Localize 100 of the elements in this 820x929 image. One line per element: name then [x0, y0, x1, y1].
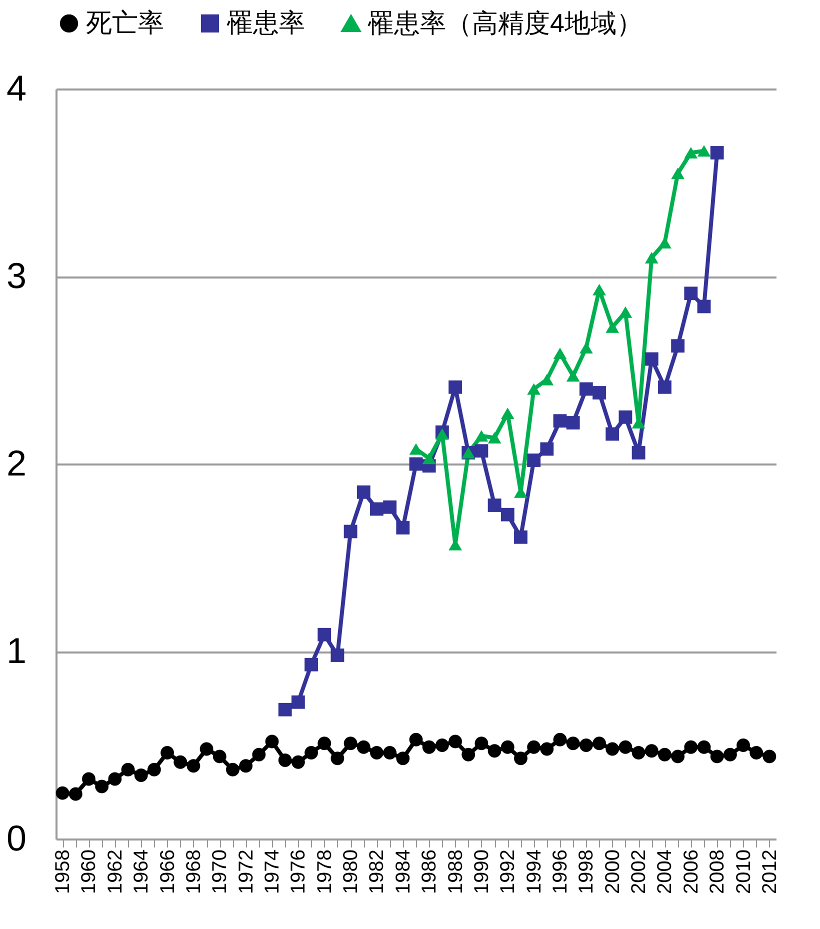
point — [239, 759, 253, 773]
point — [527, 383, 541, 395]
point — [330, 752, 344, 766]
point — [540, 374, 554, 386]
x-tick-label: 1962 — [104, 850, 126, 894]
point — [671, 750, 685, 764]
point — [278, 754, 292, 767]
point — [762, 750, 776, 764]
point — [174, 755, 188, 769]
point — [684, 740, 698, 754]
x-tick-label: 1980 — [340, 850, 362, 894]
legend-label: 罹患率 — [226, 7, 305, 38]
point — [160, 746, 174, 760]
point — [147, 762, 161, 776]
x-tick-label: 1970 — [209, 850, 232, 894]
point — [252, 748, 266, 762]
point — [684, 286, 698, 300]
point — [212, 750, 226, 764]
x-tick-label: 2004 — [654, 850, 676, 894]
point — [592, 736, 606, 750]
point — [435, 738, 449, 752]
point — [606, 321, 620, 333]
point — [370, 746, 384, 760]
point — [540, 742, 554, 756]
point — [750, 746, 764, 760]
point — [396, 521, 410, 534]
point — [265, 734, 279, 748]
point — [422, 740, 436, 754]
point — [632, 446, 646, 460]
x-tick-label: 1990 — [470, 850, 493, 894]
x-tick-label: 1960 — [78, 850, 100, 894]
point — [710, 146, 724, 160]
point — [606, 742, 620, 756]
x-tick-label: 1988 — [444, 850, 467, 894]
y-tick-label: 0 — [6, 818, 26, 858]
point — [644, 252, 658, 264]
x-tick-label: 1958 — [52, 850, 74, 894]
point — [474, 736, 488, 750]
y-tick-label: 2 — [6, 442, 26, 484]
point — [658, 380, 672, 394]
x-tick-label: 1966 — [156, 850, 179, 894]
point — [409, 732, 423, 746]
y-tick-label: 1 — [6, 630, 26, 671]
point — [553, 414, 567, 428]
point — [527, 740, 541, 754]
point — [226, 762, 240, 776]
point — [409, 457, 423, 471]
point — [370, 502, 384, 516]
x-tick-label: 1978 — [314, 850, 336, 894]
x-tick-label: 1986 — [418, 850, 441, 894]
point — [658, 748, 672, 762]
point — [500, 508, 514, 522]
point — [488, 744, 502, 758]
point — [579, 738, 593, 752]
point — [68, 787, 82, 801]
point — [474, 444, 488, 458]
point — [579, 342, 593, 354]
point — [356, 485, 370, 499]
point — [697, 300, 711, 314]
point — [553, 348, 567, 360]
point — [396, 752, 410, 766]
point — [566, 736, 580, 750]
x-tick-label: 1976 — [288, 850, 310, 894]
point — [592, 386, 606, 400]
point — [448, 380, 462, 394]
point — [474, 430, 488, 442]
point — [291, 695, 305, 709]
x-tick-label: 1982 — [366, 850, 388, 894]
point — [200, 742, 214, 756]
point — [356, 740, 370, 754]
x-tick-label: 1998 — [576, 850, 598, 894]
point — [606, 427, 620, 441]
x-tick-label: 1996 — [550, 850, 572, 894]
point — [671, 339, 685, 353]
point — [540, 442, 554, 456]
point — [527, 454, 541, 467]
y-tick-label: 4 — [6, 68, 26, 108]
x-tick-label: 1972 — [235, 850, 258, 894]
x-tick-label: 1994 — [523, 850, 546, 894]
point — [121, 762, 135, 776]
point — [344, 736, 358, 750]
x-tick-label: 1968 — [182, 850, 205, 894]
x-tick-label: 2002 — [628, 850, 650, 894]
point — [409, 443, 423, 455]
point — [488, 432, 502, 444]
legend-label: 死亡率 — [86, 7, 164, 38]
point — [723, 748, 737, 762]
point — [514, 530, 528, 544]
point — [618, 740, 632, 754]
point — [330, 648, 344, 662]
x-tick-label: 2012 — [758, 850, 781, 894]
point — [710, 750, 724, 764]
point — [553, 732, 567, 746]
point — [566, 416, 580, 430]
point — [383, 746, 397, 760]
point — [422, 452, 436, 464]
point — [500, 740, 514, 754]
legend-label: 罹患率（高精度4地域） — [367, 8, 642, 38]
point — [644, 744, 658, 758]
x-tick-label: 2008 — [706, 850, 729, 894]
